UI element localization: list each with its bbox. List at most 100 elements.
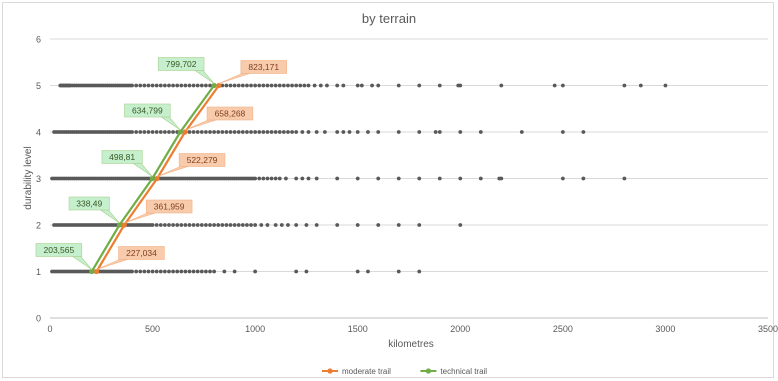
scatter-point [146,269,151,274]
scatter-point [304,223,309,227]
scatter-point [232,223,237,227]
scatter-point [355,130,360,134]
scatter-point [204,269,208,274]
y-tick-label: 6 [36,35,41,45]
series-marker [116,222,123,228]
data-label-box [68,196,110,211]
scatter-point [298,83,303,88]
scatter-point [370,83,374,88]
scatter-point [253,130,258,134]
scatter-point [171,269,175,274]
x-tick-label: 3000 [655,324,675,334]
scatter-point [245,83,249,88]
scatter-point [204,223,208,227]
y-tick-label: 4 [36,128,41,138]
scatter-point [199,83,204,88]
scatter-point [245,130,249,134]
scatter-point [171,223,175,227]
scatter-point [663,83,668,88]
scatter-point [261,83,266,88]
scatter-point [232,83,237,88]
scatter-point [499,83,504,88]
scatter-point [322,130,327,134]
series-marker [216,82,222,89]
data-label: 361,959 [124,199,193,224]
scatter-point [208,83,212,88]
scatter-point [228,130,233,134]
scatter-point [158,269,163,274]
scatter-point [261,130,266,134]
scatter-point [294,130,299,134]
scatter-point [253,269,258,274]
scatter-point [208,223,212,227]
series-marker [149,175,155,182]
scatter-point [183,223,188,227]
scatter-point [253,223,258,227]
data-label-box [206,106,254,121]
scatter-point [314,176,319,181]
scatter-point [417,176,422,181]
scatter-point [290,83,294,88]
scatter-point [224,130,229,134]
scatter-point [236,83,241,88]
scatter-point [154,269,159,274]
scatter-point [245,223,249,227]
scatter-point [240,130,245,134]
scatter-point [154,83,159,88]
scatter-point [257,130,262,134]
x-axis-ticks: 0 500 1000 1500 2000 2500 3000 3500 [47,324,778,334]
scatter-point [335,130,340,134]
scatter-point [294,176,299,181]
trail-series [89,82,222,275]
scatter-point [560,83,565,88]
scatter-point [281,130,286,134]
scatter-point [195,223,200,227]
scatter-point [277,130,282,134]
data-label-box [157,57,205,71]
scatter-point [220,130,225,134]
y-axis-ticks: 0 1 2 3 4 5 6 [36,35,41,324]
scatter-point [269,83,274,88]
data-label-text: 658,268 [215,109,246,119]
chart-title: by terrain [362,11,416,26]
scatter-point [376,83,381,88]
scatter-point [478,176,483,181]
series-marker [89,268,95,275]
scatter-point [212,269,217,274]
scatter-point [183,83,188,88]
x-axis-label: kilometres [388,339,434,350]
scatter-point [167,130,171,134]
scatter-point [281,83,286,88]
scatter-point [257,176,262,181]
scatter-point [253,176,258,181]
scatter-point [306,130,311,134]
scatter-point [167,269,171,274]
data-label-pointer [194,70,215,84]
scatter-point [284,176,288,181]
scatter-point [191,130,196,134]
scatter-point [187,269,192,274]
scatter-point [314,130,319,134]
scatter-point [134,83,139,88]
scatter-point [224,223,229,227]
scatter-point [175,269,180,274]
scatter-point [277,83,282,88]
data-label-text: 634,799 [132,106,163,116]
scatter-point [216,130,221,134]
scatter-point [212,223,217,227]
scatter-point [458,130,463,134]
scatter-point [560,130,565,134]
scatter-point [273,83,278,88]
scatter-point [417,130,422,134]
scatter-point [458,176,463,181]
y-axis-label: durability level [23,146,34,209]
scatter-point [286,83,290,88]
legend-swatch-marker [327,368,333,374]
scatter-point [232,130,237,134]
scatter-point [228,223,233,227]
data-label-box [240,60,287,74]
scatter-point [179,269,184,274]
scatter-point [208,130,212,134]
scatter-point [191,83,196,88]
